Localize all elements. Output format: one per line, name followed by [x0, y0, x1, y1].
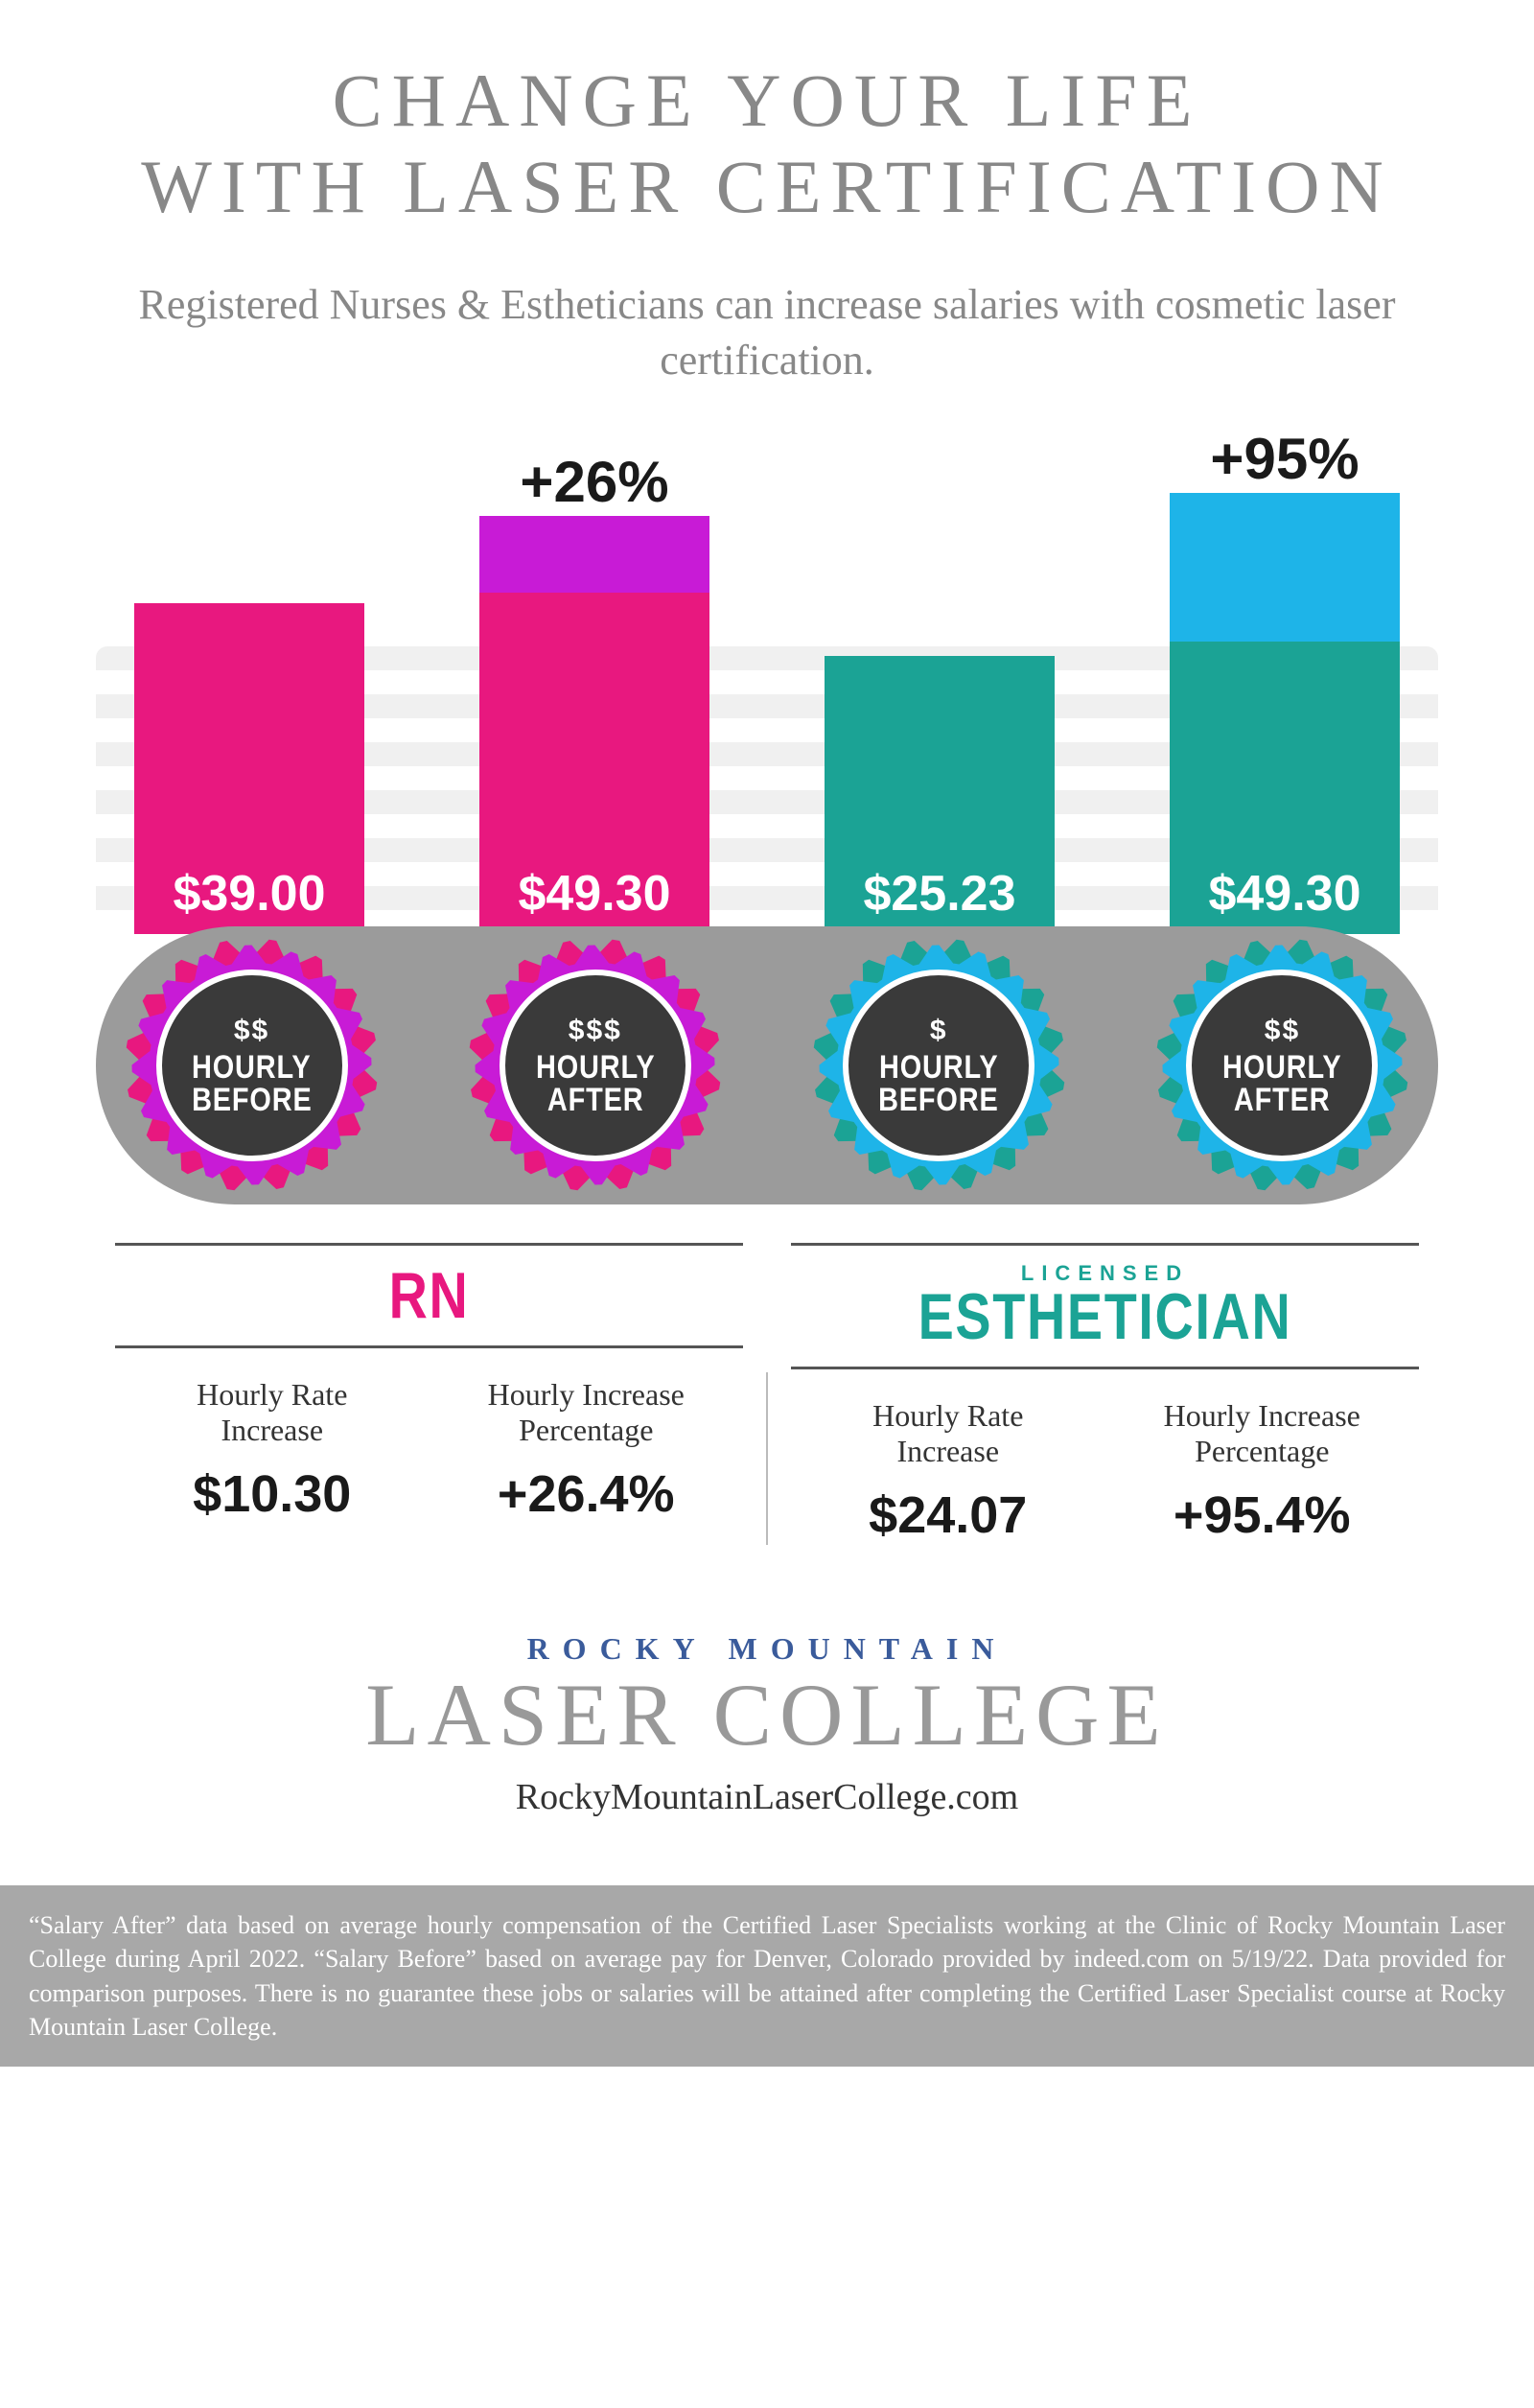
logo-block: ROCKY MOUNTAIN LASER COLLEGE RockyMounta… [96, 1631, 1438, 1818]
bar-percent-label: +26% [479, 449, 709, 515]
logo-line-2: LASER COLLEGE [96, 1671, 1438, 1759]
badge-line-1: HOURLY [192, 1051, 311, 1084]
badge-circle: $$ HOURLY BEFORE [156, 970, 348, 1161]
stats-sub: Hourly RateIncrease $10.30 Hourly Increa… [115, 1377, 743, 1525]
badge-dollar: $$$ [569, 1015, 622, 1047]
bar-rect: $39.00 [134, 603, 364, 934]
badge-dollar: $$ [234, 1015, 269, 1047]
stats-rate-value: $10.30 [115, 1464, 430, 1524]
footnote: “Salary After” data based on average hou… [0, 1885, 1534, 2066]
bar-value-label: $39.00 [173, 865, 325, 934]
bar-chart: $39.00 $49.30+26% $25.23 $49.30+95% [96, 474, 1438, 934]
badge-0: $$ HOURLY BEFORE [125, 938, 379, 1192]
stats-rate-value: $24.07 [791, 1485, 1105, 1545]
logo-url: RockyMountainLaserCollege.com [96, 1776, 1438, 1818]
stats-col-0: RN Hourly RateIncrease $10.30 Hourly Inc… [96, 1243, 762, 1546]
stats-row: RN Hourly RateIncrease $10.30 Hourly Inc… [96, 1243, 1438, 1546]
badge-3: $$ HOURLY AFTER [1155, 938, 1409, 1192]
badge-line-1: HOURLY [1222, 1051, 1341, 1084]
bar-1: $49.30+26% [470, 474, 719, 934]
stats-rate-col: Hourly RateIncrease $10.30 [115, 1377, 430, 1525]
badge-line-1: HOURLY [879, 1051, 998, 1084]
badge-line-1: HOURLY [536, 1051, 655, 1084]
title-line-1: CHANGE YOUR LIFE [333, 58, 1202, 142]
stats-header: RN [115, 1243, 743, 1348]
stats-pct-col: Hourly IncreasePercentage +95.4% [1105, 1398, 1420, 1546]
bar-value-label: $49.30 [518, 865, 670, 934]
stats-header: LICENSEDESTHETICIAN [791, 1243, 1419, 1369]
badge-line-2: BEFORE [192, 1084, 313, 1116]
bar-value-label: $25.23 [863, 865, 1015, 934]
main-title: CHANGE YOUR LIFE WITH LASER CERTIFICATIO… [96, 58, 1438, 229]
badge-dollar: $ [930, 1015, 948, 1047]
bar-3: $49.30+95% [1160, 474, 1409, 934]
stats-divider [766, 1372, 768, 1545]
badge-line-2: BEFORE [878, 1084, 999, 1116]
badge-circle: $ HOURLY BEFORE [843, 970, 1034, 1161]
subtitle: Registered Nurses & Estheticians can inc… [96, 277, 1438, 386]
bar-rect: $49.30+26% [479, 516, 709, 934]
stats-sub: Hourly RateIncrease $24.07 Hourly Increa… [791, 1398, 1419, 1546]
badge-line-2: AFTER [547, 1084, 644, 1116]
badge-2: $ HOURLY BEFORE [812, 938, 1066, 1192]
bar-increase-segment [1170, 493, 1400, 642]
badge-1: $$$ HOURLY AFTER [468, 938, 722, 1192]
stats-header-large: ESTHETICIAN [848, 1284, 1362, 1349]
stats-pct-col: Hourly IncreasePercentage +26.4% [430, 1377, 744, 1525]
stats-rate-label: Hourly RateIncrease [115, 1377, 430, 1448]
badge-dollar: $$ [1265, 1015, 1300, 1047]
badge-line-2: AFTER [1234, 1084, 1331, 1116]
stats-col-1: LICENSEDESTHETICIAN Hourly RateIncrease … [772, 1243, 1438, 1546]
bar-0: $39.00 [125, 474, 374, 934]
bar-value-label: $49.30 [1208, 865, 1360, 934]
badge-circle: $$ HOURLY AFTER [1186, 970, 1378, 1161]
stats-rate-col: Hourly RateIncrease $24.07 [791, 1398, 1105, 1546]
stats-rate-label: Hourly RateIncrease [791, 1398, 1105, 1469]
bar-increase-segment [479, 516, 709, 593]
stats-pct-value: +95.4% [1105, 1485, 1420, 1545]
stats-pct-label: Hourly IncreasePercentage [430, 1377, 744, 1448]
stats-pct-value: +26.4% [430, 1464, 744, 1524]
logo-line-1: ROCKY MOUNTAIN [96, 1631, 1438, 1667]
bar-rect: $49.30+95% [1170, 493, 1400, 934]
badge-strip: $$ HOURLY BEFORE $$$ HOURLY AFTER $ HOUR… [96, 926, 1438, 1204]
bar-percent-label: +95% [1170, 426, 1400, 492]
stats-header-large: RN [172, 1263, 686, 1328]
badge-circle: $$$ HOURLY AFTER [500, 970, 691, 1161]
bar-rect: $25.23 [825, 656, 1055, 934]
bar-2: $25.23 [815, 474, 1064, 934]
stats-pct-label: Hourly IncreasePercentage [1105, 1398, 1420, 1469]
title-line-2: WITH LASER CERTIFICATION [141, 145, 1393, 228]
